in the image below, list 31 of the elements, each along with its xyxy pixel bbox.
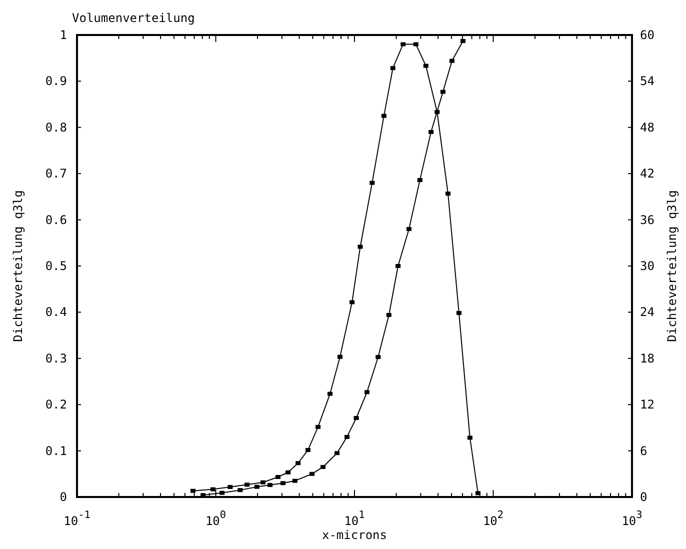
- x-axis-title: x-microns: [322, 528, 388, 542]
- y-tick-label: 0.6: [45, 212, 67, 227]
- y-tick-label: 0.3: [45, 351, 67, 366]
- x-tick-label: 10$^{0}$: [205, 510, 226, 528]
- chart-title: Volumenverteilung: [72, 11, 195, 25]
- y2-tick-label: 12: [640, 398, 654, 412]
- y-tick-label: 0.8: [45, 120, 67, 134]
- y2-tick-label: 24: [640, 305, 654, 320]
- y2-tick-label: 54: [640, 74, 654, 88]
- y-tick-label: 0.1: [45, 444, 67, 458]
- y-tick-label: 0: [60, 490, 67, 504]
- y2-tick-label: 42: [640, 166, 654, 181]
- x-tick-label: 10$^{3}$: [622, 510, 642, 528]
- y-axis-title: Dichteverteilung q3lg: [11, 190, 25, 342]
- y-tick-label: 0.2: [45, 398, 67, 412]
- y2-tick-label: 30: [640, 259, 654, 273]
- y2-tick-label: 18: [640, 351, 654, 366]
- y2-tick-label: 60: [640, 28, 654, 42]
- y2-tick-label: 36: [640, 212, 654, 227]
- y-tick-label: 0.9: [45, 74, 67, 88]
- y-tick-label: 0.4: [45, 305, 67, 320]
- x-tick-label: 10$^{-1}$: [64, 510, 90, 528]
- y-tick-label: 0.7: [45, 166, 67, 181]
- x-tick-label: 10$^{1}$: [344, 510, 365, 528]
- x-tick-label: 10$^{2}$: [482, 510, 504, 528]
- y-tick-label: 0.5: [45, 259, 67, 273]
- y-tick-label: 1: [60, 28, 67, 42]
- y2-tick-label: 48: [640, 120, 654, 134]
- y2-axis-title: Dichteverteilung q3lg: [665, 190, 679, 342]
- y2-tick-label: 0: [640, 490, 648, 504]
- y2-tick-label: 6: [640, 444, 648, 458]
